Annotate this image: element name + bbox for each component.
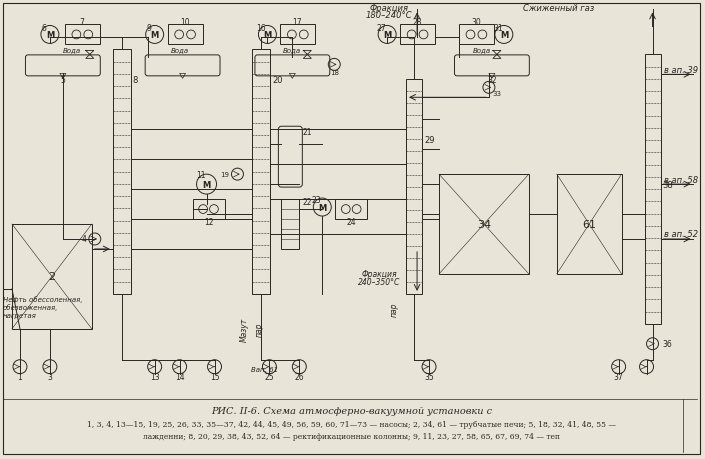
Text: M: M <box>383 31 391 40</box>
Text: 33: 33 <box>492 91 501 97</box>
Text: 7: 7 <box>80 18 85 27</box>
Text: 28: 28 <box>412 18 422 27</box>
Text: 23: 23 <box>312 195 321 204</box>
Text: 34: 34 <box>477 219 491 230</box>
Text: 1: 1 <box>18 372 23 381</box>
Text: 3: 3 <box>47 372 52 381</box>
Text: пар: пар <box>390 302 398 316</box>
Text: 15: 15 <box>209 372 219 381</box>
Text: Сжиженный газ: Сжиженный газ <box>523 4 594 13</box>
Text: Фракция: Фракция <box>369 4 409 13</box>
Text: Вода: Вода <box>63 47 81 53</box>
Bar <box>65 25 100 45</box>
Text: в ап. 58: в ап. 58 <box>663 175 698 184</box>
Text: 61: 61 <box>582 219 596 230</box>
Bar <box>336 200 367 219</box>
Bar <box>192 200 224 219</box>
Bar <box>281 200 300 249</box>
Text: 38: 38 <box>663 180 673 189</box>
Text: 27: 27 <box>376 24 386 33</box>
Text: Вап. 61: Вап. 61 <box>251 366 278 372</box>
Bar <box>252 50 271 294</box>
Text: лажденни; 8, 20, 29, 38, 43, 52, 64 — ректификационные колонны; 9, 11, 23, 27, 5: лажденни; 8, 20, 29, 38, 43, 52, 64 — ре… <box>142 431 560 440</box>
Text: 31: 31 <box>493 24 503 33</box>
Bar <box>644 55 661 324</box>
Text: 20: 20 <box>272 76 283 84</box>
Text: M: M <box>500 31 508 40</box>
Text: M: M <box>318 203 326 212</box>
Text: 36: 36 <box>663 340 673 348</box>
Text: 24: 24 <box>346 217 356 226</box>
Bar <box>168 25 202 45</box>
Text: 14: 14 <box>175 372 185 381</box>
Text: M: M <box>202 180 211 189</box>
Text: 30: 30 <box>471 18 481 27</box>
Text: 11: 11 <box>196 170 205 179</box>
Bar <box>439 175 529 274</box>
Text: в ап. 52: в ап. 52 <box>663 230 698 239</box>
Text: пар: пар <box>255 322 264 336</box>
Bar <box>12 224 92 329</box>
Text: 1, 3, 4, 13—15, 19, 25, 26, 33, 35—37, 42, 44, 45, 49, 56, 59, 60, 71—73 — насос: 1, 3, 4, 13—15, 19, 25, 26, 33, 35—37, 4… <box>87 420 615 428</box>
Text: 37: 37 <box>614 372 623 381</box>
Text: 16: 16 <box>257 24 266 33</box>
Text: 8: 8 <box>133 76 138 84</box>
Text: 17: 17 <box>293 18 302 27</box>
Text: 32: 32 <box>487 76 497 84</box>
Text: 180–240°С: 180–240°С <box>366 11 412 20</box>
Text: 9: 9 <box>146 24 151 33</box>
Text: 240–350°С: 240–350°С <box>358 278 400 287</box>
Bar <box>113 50 130 294</box>
Text: нагретая: нагретая <box>3 312 37 318</box>
Bar <box>400 25 435 45</box>
Text: 35: 35 <box>424 372 434 381</box>
Text: Вода: Вода <box>171 47 189 53</box>
Text: 18: 18 <box>330 70 339 76</box>
Text: Вода: Вода <box>283 47 302 53</box>
Text: 26: 26 <box>295 372 304 381</box>
Text: M: M <box>263 31 271 40</box>
Text: 4: 4 <box>82 235 87 244</box>
Text: Вода: Вода <box>473 47 491 53</box>
Text: 13: 13 <box>150 372 159 381</box>
Bar <box>557 175 622 274</box>
Text: 25: 25 <box>264 372 274 381</box>
Text: 2: 2 <box>49 272 56 282</box>
Text: 29: 29 <box>424 135 434 145</box>
Text: 12: 12 <box>204 217 214 226</box>
Text: 10: 10 <box>180 18 190 27</box>
Text: 6: 6 <box>42 24 47 33</box>
Text: РИС. II-6. Схема атмосферно-вакуумной установки с: РИС. II-6. Схема атмосферно-вакуумной ус… <box>211 406 492 415</box>
Text: Мазут: Мазут <box>240 317 249 341</box>
Text: 5: 5 <box>61 76 66 84</box>
Text: Фракция: Фракция <box>362 270 397 279</box>
Text: 21: 21 <box>302 128 312 136</box>
Text: M: M <box>151 31 159 40</box>
Bar <box>406 80 422 294</box>
Text: Нефть обессоленная,: Нефть обессоленная, <box>3 296 82 302</box>
Text: M: M <box>46 31 54 40</box>
Text: 19: 19 <box>221 172 230 178</box>
Text: 22: 22 <box>302 197 312 206</box>
Text: в ап. 39: в ап. 39 <box>663 66 698 75</box>
Bar <box>281 25 315 45</box>
Bar <box>459 25 494 45</box>
Text: обезвоженная,: обезвоженная, <box>3 304 59 311</box>
